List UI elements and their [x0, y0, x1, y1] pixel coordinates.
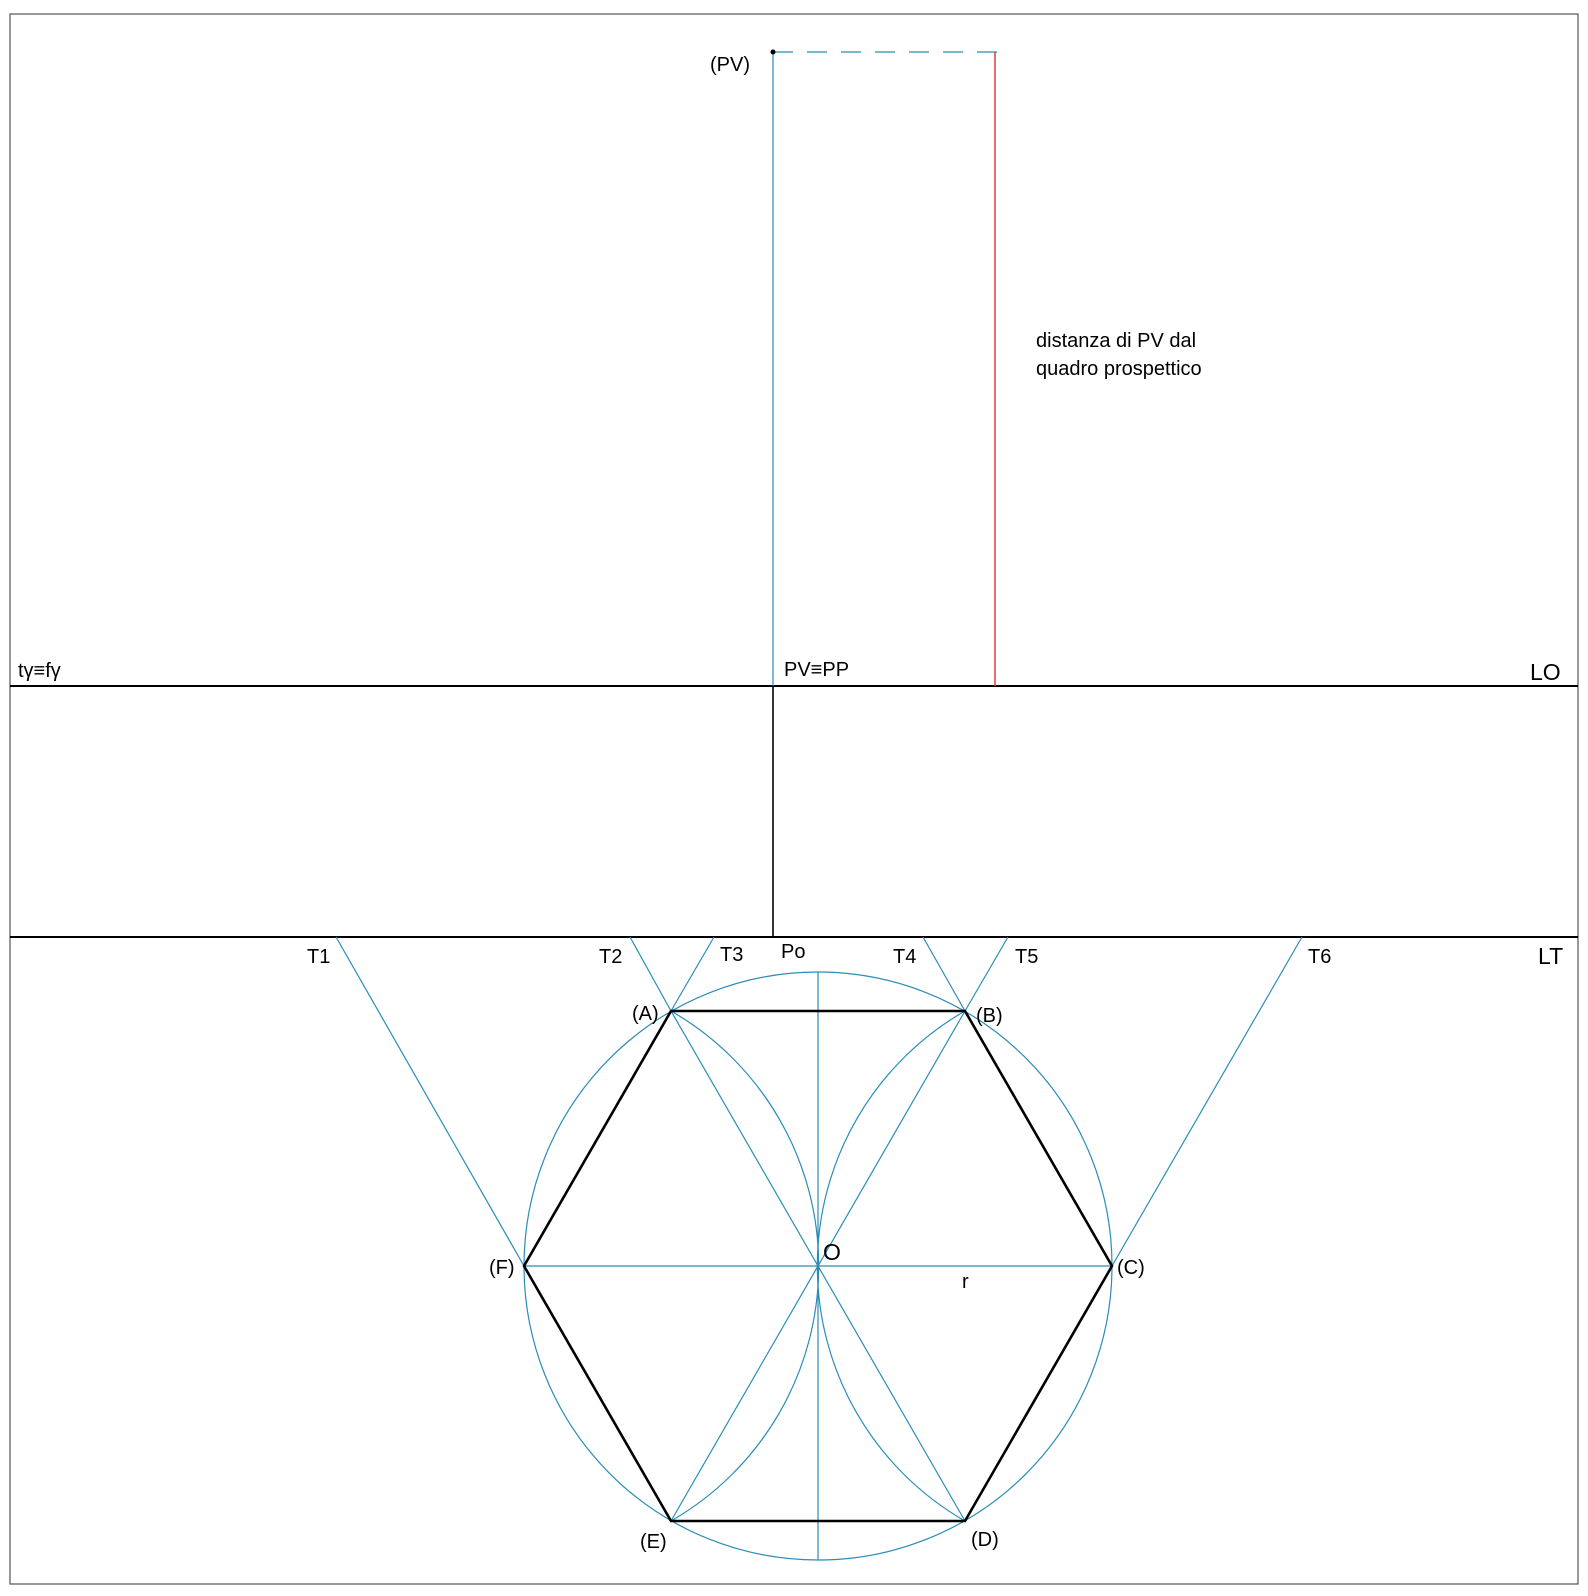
label-vertex-d: (D) [971, 1529, 999, 1551]
construction-lines [335, 51, 1303, 1561]
label-t3: T3 [720, 944, 743, 966]
label-po: Po [781, 941, 805, 963]
label-vertex-f: (F) [489, 1257, 515, 1279]
label-lo: LO [1530, 659, 1561, 685]
trace-line-t6 [1111, 936, 1303, 1267]
label-t6: T6 [1308, 946, 1331, 968]
diagonal-be [670, 1010, 966, 1522]
pv-point [770, 49, 776, 55]
trace-line-t3 [670, 936, 715, 1012]
trace-line-t2 [629, 936, 672, 1012]
label-t5: T5 [1015, 946, 1038, 968]
label-distance-line1: distanza di PV dal [1036, 330, 1196, 352]
label-t-gamma: tγ≡fγ [18, 660, 61, 682]
label-radius-r: r [962, 1271, 969, 1293]
label-t4: T4 [893, 946, 916, 968]
hexagon [522, 1009, 1114, 1523]
label-pv-raised: (PV) [710, 54, 750, 76]
trace-line-t1 [335, 936, 525, 1267]
label-distance-line2: quadro prospettico [1036, 358, 1202, 380]
label-lt: LT [1538, 943, 1563, 969]
label-vertex-a: (A) [632, 1003, 659, 1025]
label-vertex-e: (E) [640, 1531, 667, 1553]
trace-line-t5 [964, 936, 1009, 1012]
label-center-o: O [823, 1239, 841, 1265]
label-pv-pp: PV≡PP [784, 659, 849, 681]
drawing-frame [9, 13, 1579, 1585]
label-t2: T2 [599, 946, 622, 968]
label-vertex-c: (C) [1117, 1257, 1145, 1279]
label-t1: T1 [307, 946, 330, 968]
trace-line-t4 [922, 936, 966, 1012]
label-vertex-b: (B) [976, 1005, 1003, 1027]
